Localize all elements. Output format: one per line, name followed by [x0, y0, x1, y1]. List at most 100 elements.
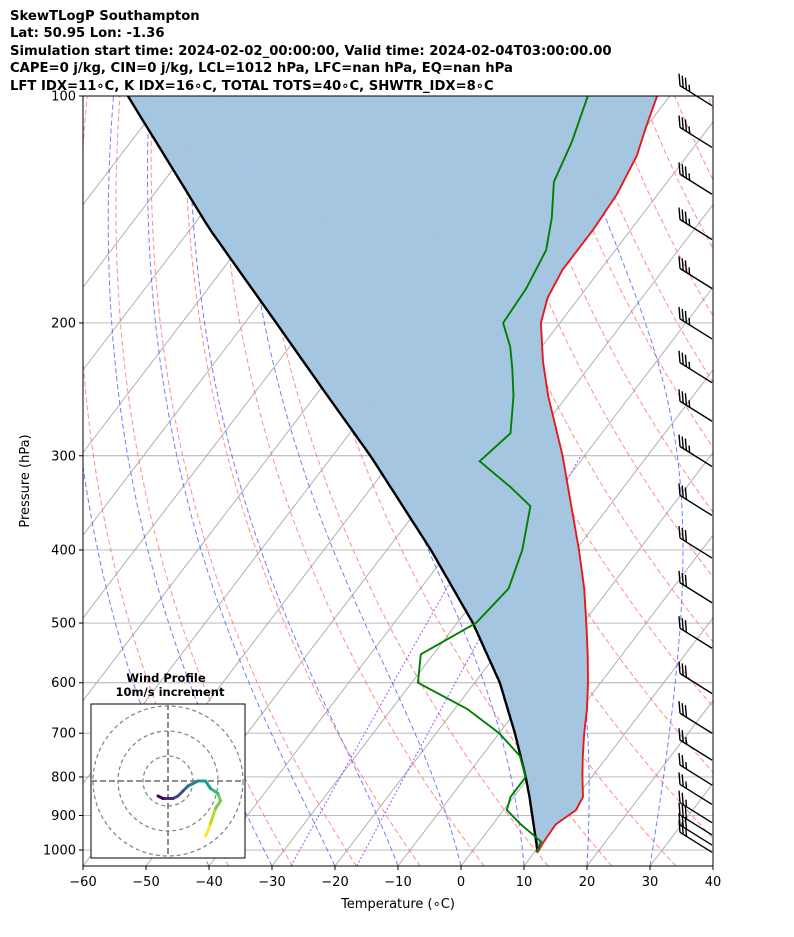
y-tick-label: 400	[51, 543, 76, 558]
y-tick-label: 600	[51, 676, 76, 691]
wind-barb	[678, 790, 713, 824]
wind-barb	[678, 661, 713, 695]
isotherm-line	[712, 865, 713, 866]
wind-barb-half-flag	[688, 361, 691, 369]
dry-adiabat	[115, 96, 293, 866]
wind-barb-flag	[681, 730, 684, 743]
wind-barb-staff	[679, 764, 713, 786]
wind-barb-half-flag	[688, 400, 691, 408]
wind-barb-flag	[678, 483, 681, 496]
wind-barb-flag	[678, 790, 681, 803]
y-tick-label: 1000	[43, 844, 76, 859]
wind-barb-flag	[681, 391, 684, 404]
x-tick-label: −40	[195, 875, 222, 890]
dry-adiabat	[706, 96, 713, 110]
wind-barb-flag	[681, 792, 684, 805]
wind-barb-flag	[681, 572, 684, 585]
wind-barb-staff	[679, 627, 713, 649]
wind-barb-flag	[678, 73, 681, 86]
wind-barb-staff	[679, 318, 713, 340]
wind-barb-flag	[678, 207, 681, 220]
wind-barb-half-flag	[688, 218, 691, 226]
wind-barb-staff	[679, 126, 713, 149]
wind-barb-staff	[679, 712, 713, 734]
wind-barb	[678, 483, 713, 517]
wind-barb-flag	[678, 350, 681, 363]
wind-barb	[678, 701, 713, 734]
dry-adiabat	[773, 96, 794, 866]
moist-adiabat	[304, 96, 525, 866]
wind-barb-flag	[678, 728, 681, 741]
wind-barb-flag	[684, 529, 688, 543]
wind-barb	[678, 525, 713, 559]
wind-barb-staff	[679, 814, 713, 836]
dry-adiabat	[576, 96, 713, 384]
wind-barb	[678, 350, 713, 384]
isotherm-line	[83, 96, 293, 371]
wind-barb	[678, 162, 713, 195]
dry-adiabat	[674, 96, 713, 181]
hodograph-trace-segment	[156, 794, 165, 800]
axis-ticks: −60 −50 −40 −30 −20 −10 0 10 20 30 40 100 200 300 400 5…	[43, 90, 721, 891]
wind-barb-staff	[679, 537, 713, 559]
wind-barb-flag	[684, 119, 688, 132]
wind-barb-half-flag	[688, 84, 691, 92]
wind-barb	[678, 772, 713, 806]
wind-barb-half-flag	[688, 317, 691, 326]
wind-barb-flag	[681, 308, 684, 322]
wind-barb-flag	[681, 804, 684, 818]
dewpoint-profile-line	[416, 96, 589, 853]
wind-barb-half-flag	[688, 173, 691, 181]
wind-barb-half-flag	[688, 267, 691, 275]
wind-barb-flag	[681, 258, 684, 271]
wind-barb	[678, 73, 713, 107]
y-tick-label: 700	[51, 727, 76, 742]
x-tick-label: 40	[705, 875, 722, 890]
wind-barb-half-flag	[685, 799, 688, 807]
temperature-profile-line	[536, 96, 658, 853]
wind-barb-staff	[679, 267, 713, 290]
wind-barb-flag	[681, 703, 684, 716]
dry-adiabat	[150, 96, 357, 866]
wind-barb-staff	[679, 824, 713, 846]
hodograph-subtitle: 10m/s increment	[116, 685, 225, 699]
wind-barb-flag	[684, 487, 688, 500]
wind-barb-flag	[678, 616, 681, 629]
wind-barb-half-flag	[685, 829, 688, 837]
wind-barb-staff	[679, 802, 713, 824]
chart-title: SkewTLogP Southampton	[10, 9, 200, 24]
isotherm-line	[334, 369, 713, 866]
hodograph-inset: Wind Profile 10m/s increment	[90, 671, 246, 859]
isotherm-line	[397, 451, 713, 866]
wind-barb	[678, 306, 713, 340]
wind-barb-flag	[681, 209, 684, 222]
wind-barb-flag	[684, 806, 688, 820]
dry-adiabat	[608, 96, 713, 317]
dry-adiabat	[184, 96, 421, 866]
dry-adiabat	[641, 96, 713, 250]
wind-barb-flag	[678, 115, 681, 128]
x-tick-label: −30	[258, 875, 285, 890]
wind-barb-flag	[684, 705, 688, 718]
dry-adiabat	[445, 96, 713, 643]
wind-barb-staff	[679, 672, 713, 695]
wind-barb-staff	[679, 783, 713, 806]
y-tick-label: 100	[51, 90, 76, 105]
wind-barb	[678, 115, 713, 149]
wind-barb-flag	[678, 570, 681, 583]
isotherm-line	[523, 617, 713, 866]
y-tick-label: 900	[51, 809, 76, 824]
wind-barb-staff	[679, 445, 713, 468]
wind-barb-staff	[679, 494, 713, 517]
wind-barb-half-flag	[688, 126, 691, 134]
wind-barb-half-flag	[685, 737, 688, 745]
hodograph-plot-area	[91, 704, 245, 858]
wind-barb-flag	[681, 164, 684, 177]
wind-barb-flag	[684, 354, 688, 367]
wind-barb-flag	[681, 527, 684, 541]
wind-barb-flag	[681, 75, 684, 88]
wind-barb-flag	[681, 754, 684, 768]
x-tick-label: 20	[579, 875, 596, 890]
moist-adiabat	[107, 96, 273, 866]
